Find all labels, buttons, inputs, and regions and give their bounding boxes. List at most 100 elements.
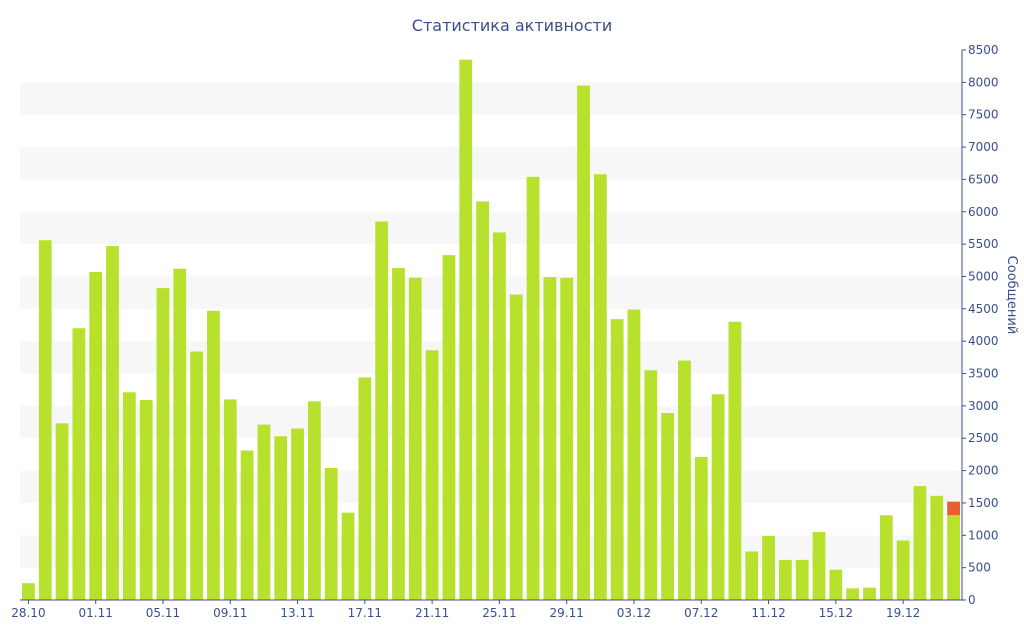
bar-10.12 <box>745 551 759 600</box>
bar-03.11 <box>122 392 136 600</box>
bar-31.10 <box>72 328 86 600</box>
bar-19.11 <box>392 268 405 600</box>
y-tick-label: 3500 <box>968 367 999 381</box>
bar-07.12 <box>694 457 708 600</box>
bar-01.11 <box>89 271 103 600</box>
y-tick-label: 4500 <box>968 302 999 316</box>
bar-12.11 <box>274 436 288 600</box>
x-tick-label: 29.11 <box>550 606 584 620</box>
bar-25.11 <box>493 232 506 600</box>
x-tick-label: 09.11 <box>213 606 247 620</box>
y-tick-label: 1000 <box>968 528 999 542</box>
y-tick-label: 2000 <box>968 464 999 478</box>
bar-18.11 <box>375 221 389 600</box>
x-tick-label: 19.12 <box>886 606 920 620</box>
bar-21.12 <box>930 495 944 600</box>
bar-19.12 <box>896 540 910 600</box>
y-ticks: 0 500 1000 1500 2000 2500 3000 3500 4000 4500 5000… <box>962 43 999 607</box>
bar-14.12 <box>812 532 826 600</box>
grid-band <box>20 147 962 180</box>
chart-title: Статистика активности <box>412 16 612 35</box>
x-tick-label: 17.11 <box>348 606 382 620</box>
y-tick-label: 8000 <box>968 75 999 89</box>
bar-04.11 <box>139 400 153 600</box>
y-tick-label: 5500 <box>968 237 999 251</box>
bar-14.11 <box>307 401 321 600</box>
bar-06.11 <box>173 268 187 600</box>
bar-22.11 <box>442 255 456 600</box>
y-tick-label: 2500 <box>968 431 999 445</box>
grid-band <box>20 211 962 245</box>
bar-highlight-segment <box>947 501 960 516</box>
bar-08.12 <box>711 394 725 600</box>
bar-02.12 <box>610 319 624 600</box>
y-tick-label: 7500 <box>968 108 999 122</box>
bar-08.11 <box>207 310 220 600</box>
y-tick-label: 500 <box>968 561 991 575</box>
bar-29.11 <box>560 277 574 600</box>
x-ticks: 28.10 01.11 05.11 09.11 13.11 17.11 21.11 25.11… <box>11 600 920 620</box>
y-tick-label: 1500 <box>968 496 999 510</box>
x-tick-label: 11.12 <box>751 606 785 620</box>
grid-band <box>20 82 962 115</box>
bar-24.11 <box>476 201 489 600</box>
y-tick-label: 6000 <box>968 205 999 219</box>
x-tick-label: 05.11 <box>146 606 180 620</box>
bar-09.11 <box>223 399 237 600</box>
y-tick-label: 7000 <box>968 140 999 154</box>
x-tick-label: 25.11 <box>482 606 516 620</box>
bar-02.11 <box>106 246 119 600</box>
bar-13.11 <box>291 428 304 600</box>
bar-30.10 <box>55 423 69 600</box>
bar-05.12 <box>661 413 675 600</box>
y-tick-label: 0 <box>968 593 976 607</box>
x-tick-label: 01.11 <box>79 606 113 620</box>
bar-17.11 <box>358 377 372 600</box>
bar-15.11 <box>324 468 338 600</box>
bar-28.11 <box>543 277 557 600</box>
bar-12.12 <box>778 559 792 600</box>
bar-11.12 <box>762 535 775 600</box>
y-tick-label: 8500 <box>968 43 999 57</box>
bar-06.12 <box>678 360 691 600</box>
bar-29.10 <box>38 240 52 601</box>
bar-22.12 <box>947 515 960 600</box>
bar-27.11 <box>526 176 540 600</box>
x-tick-label: 15.12 <box>819 606 853 620</box>
bar-01.12 <box>593 174 607 601</box>
bar-07.11 <box>190 351 204 600</box>
x-tick-label: 28.10 <box>11 606 45 620</box>
bar-21.11 <box>425 350 439 600</box>
y-tick-label: 3000 <box>968 399 999 413</box>
bar-16.11 <box>341 512 355 600</box>
x-tick-label: 13.11 <box>280 606 314 620</box>
bar-11.11 <box>257 424 271 600</box>
y-axis-title: Сообщений <box>1004 256 1019 335</box>
y-tick-label: 4000 <box>968 334 999 348</box>
bar-26.11 <box>509 294 523 600</box>
x-tick-label: 03.12 <box>617 606 651 620</box>
axes <box>20 50 963 601</box>
bar-15.12 <box>829 569 843 600</box>
x-tick-label: 07.12 <box>684 606 718 620</box>
y-tick-label: 6500 <box>968 172 999 186</box>
bar-17.12 <box>863 587 876 600</box>
bar-09.12 <box>728 321 742 600</box>
bar-04.12 <box>644 370 658 600</box>
bar-16.12 <box>846 588 860 600</box>
bar-20.12 <box>913 486 927 600</box>
x-tick-label: 21.11 <box>415 606 449 620</box>
bar-03.12 <box>627 309 641 600</box>
bars <box>22 59 960 601</box>
bar-18.12 <box>879 515 893 600</box>
bar-05.11 <box>156 288 170 600</box>
bar-30.11 <box>577 85 590 601</box>
bar-28.10 <box>22 583 35 600</box>
bar-13.12 <box>795 559 809 600</box>
bar-20.11 <box>408 277 422 600</box>
y-tick-label: 5000 <box>968 269 999 283</box>
bar-23.11 <box>459 59 473 600</box>
bar-10.11 <box>240 450 254 600</box>
